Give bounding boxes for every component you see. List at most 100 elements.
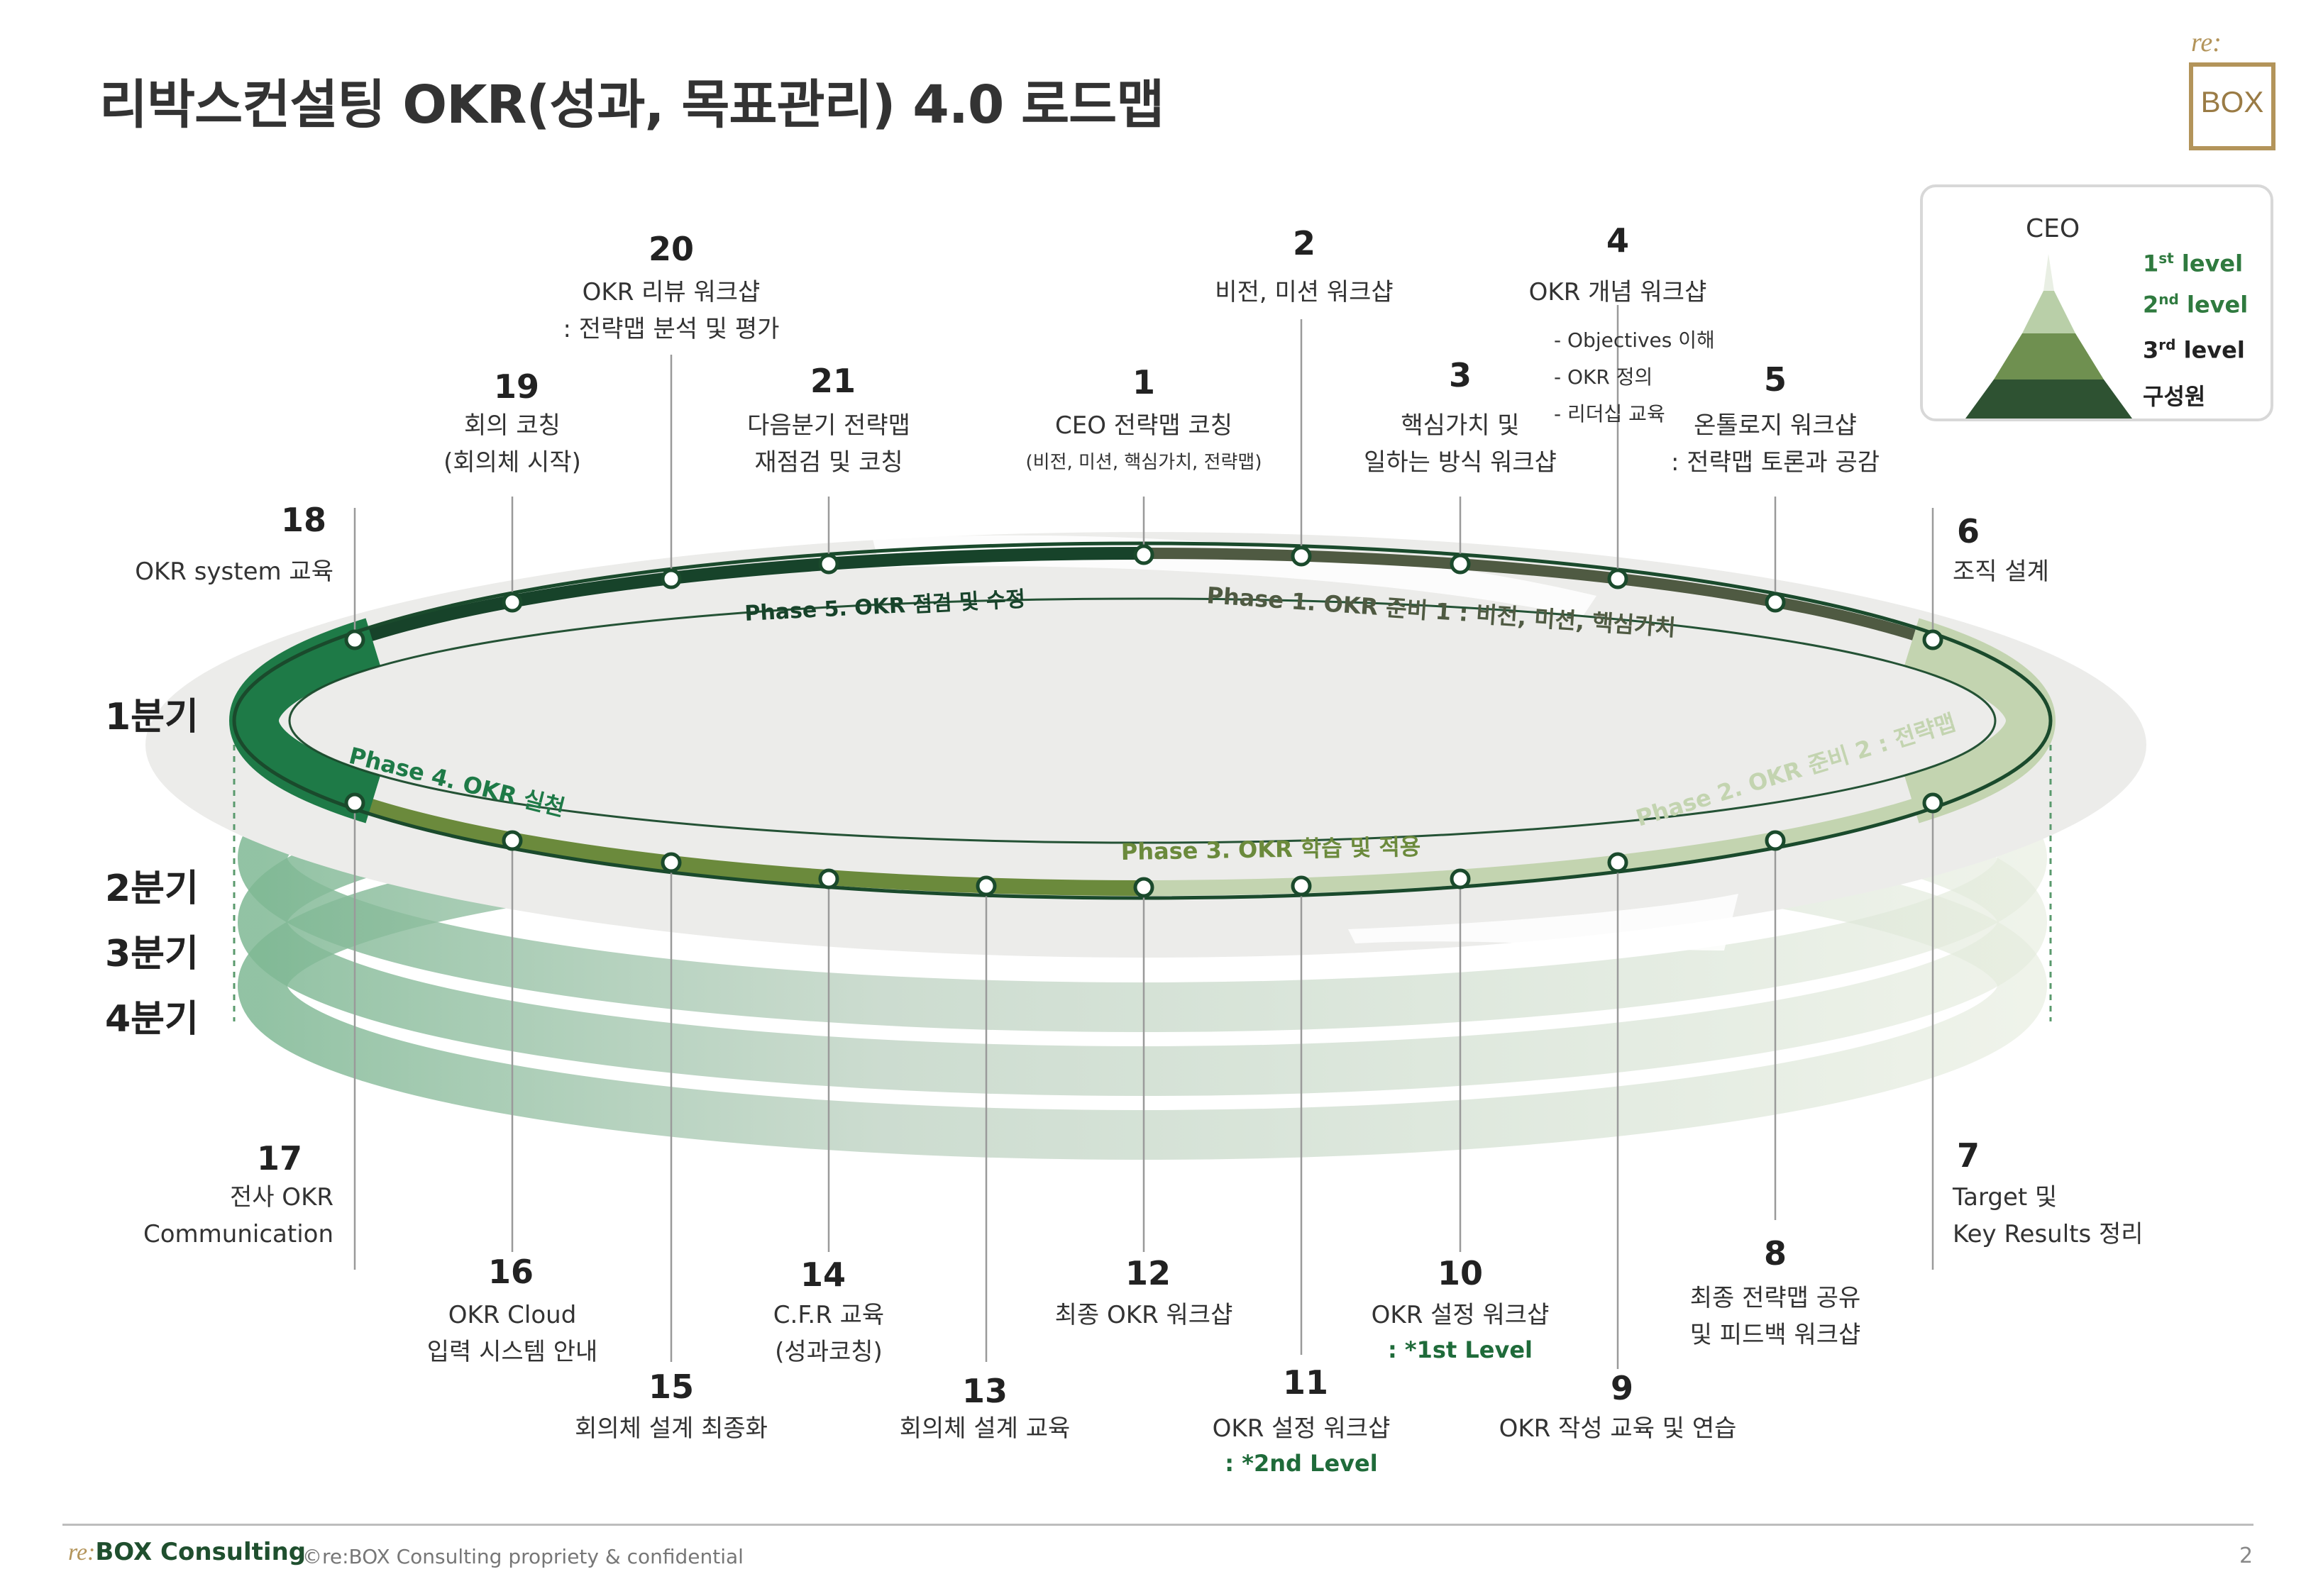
step-12-line: 최종 OKR 워크샵 [1054,1301,1233,1329]
main-ring-inner [288,597,1997,844]
phase4-crescent [229,618,381,824]
step-14-label: C.F.R 교육 (성과코칭) [773,1297,884,1370]
legend-level-sup: rd [2158,336,2176,353]
step-10-number: 10 [1437,1254,1484,1292]
legend-box [1920,184,2273,421]
legend-level-base: 3 [2143,336,2159,364]
step-4-subitem: - Objectives 이해 [1554,328,1715,352]
step-4-marker [1607,568,1628,589]
step-13-marker [976,875,997,897]
step-8-marker [1765,830,1786,851]
step-15-label: 회의체 설계 최종화 [575,1410,768,1447]
step-9-label: OKR 작성 교육 및 연습 [1499,1410,1737,1447]
step-16-marker [502,830,523,851]
step-7-number: 7 [1956,1136,1980,1175]
step-6-line: 조직 설계 [1953,558,2049,586]
step-5-label: 온톨로지 워크샵 : 전략맵 토론과 공감 [1671,407,1880,481]
legend-pyramid-tier-2 [2022,291,2075,333]
step-13-number: 13 [961,1372,1008,1410]
step-10-marker [1450,868,1471,890]
legend-level-sup: nd [2158,291,2179,308]
step-5-line: : 전략맵 토론과 공감 [1670,448,1880,477]
step-3-line: 일하는 방식 워크샵 [1364,448,1557,477]
step-10-label: OKR 설정 워크샵 [1372,1297,1550,1334]
logo-text: BOX [2200,85,2264,118]
step-2-line: 비전, 미션 워크샵 [1215,278,1394,306]
quarter-label-1: 1분기 [105,696,199,738]
step-20-line: OKR 리뷰 워크샵 [582,278,761,306]
step-18-line: OKR system 교육 [135,558,333,586]
step-9-number: 9 [1610,1369,1634,1407]
step-2-number: 2 [1292,224,1316,262]
step-14-number: 14 [800,1256,846,1294]
step-1-detail: (비전, 미션, 핵심가치, 전략맵) [1025,452,1262,473]
step-17-number: 17 [256,1139,303,1177]
step-1-line: CEO 전략맵 코칭 [1055,411,1232,440]
step-5-line: 온톨로지 워크샵 [1694,411,1857,440]
step-9-marker [1607,852,1628,873]
legend-level-rest: level [2173,250,2244,277]
step-19-label: 회의 코칭 (회의체 시작) [443,407,581,481]
step-21-number: 21 [810,362,856,400]
step-19-number: 19 [493,367,540,406]
step-8-number: 8 [1763,1234,1787,1273]
step-17-label: 전사 OKR Communication [143,1179,333,1253]
legend-level-rest: level [2175,336,2245,364]
step-11-line: OKR 설정 워크샵 [1212,1414,1391,1443]
step-15-line: 회의체 설계 최종화 [575,1414,768,1443]
logo-box: BOX [2189,62,2275,150]
step-9-line: OKR 작성 교육 및 연습 [1499,1414,1737,1443]
footer-divider [62,1524,2253,1526]
phase-label-3: Phase 3. OKR 학습 및 적용 [1120,833,1420,865]
step-16-line: OKR Cloud [448,1301,577,1329]
legend-level-4: 구성원 [2143,379,2205,411]
step-8-line: 최종 전략맵 공유 [1689,1284,1861,1312]
step-16-label: OKR Cloud 입력 시스템 안내 [427,1297,598,1370]
step-15-number: 15 [648,1368,695,1406]
step-3-line: 핵심가치 및 [1401,411,1520,440]
step-15-marker [661,852,682,873]
step-12-marker [1133,877,1154,898]
step-19-line: (회의체 시작) [443,448,581,477]
step-3-marker [1450,553,1471,575]
step-11-number: 11 [1282,1363,1329,1402]
step-5-number: 5 [1763,360,1787,399]
page-number: 2 [2239,1544,2253,1568]
step-6-marker [1922,629,1943,650]
step-11-level: : *2nd Level [1225,1450,1378,1477]
step-8-line: 및 피드백 워크샵 [1689,1321,1861,1349]
legend-pyramid-tier-1 [2043,254,2054,291]
step-4-subitem: - 리더십 교육 [1554,402,1665,426]
step-10-line: OKR 설정 워크샵 [1371,1301,1550,1329]
step-7-line: Target 및 [1953,1183,2058,1212]
legend-level-base: 2 [2143,291,2159,318]
step-13-label: 회의체 설계 교육 [900,1410,1071,1447]
step-21-label: 다음분기 전략맵 재점검 및 코칭 [747,407,910,481]
quarter-label-4: 4분기 [105,998,199,1041]
legend-level-base: 구성원 [2143,383,2206,410]
step-18-number: 18 [280,501,327,539]
legend-level-1: 1st level [2143,250,2243,277]
step-17-line: 전사 OKR [229,1183,333,1212]
step-4-label: OKR 개념 워크샵 [1529,274,1707,311]
footer-brand-name: BOX Consulting [95,1538,307,1566]
step-2-marker [1291,545,1312,567]
step-17-line: Communication [143,1220,333,1248]
step-17-marker [344,792,365,814]
step-1-marker [1133,544,1154,565]
step-1-number: 1 [1132,363,1156,401]
step-2-label: 비전, 미션 워크샵 [1215,274,1393,311]
step-16-number: 16 [487,1253,534,1291]
step-4-number: 4 [1606,221,1630,260]
step-14-line: C.F.R 교육 [773,1301,885,1329]
step-19-line: 회의 코칭 [464,411,561,440]
step-1-label: CEO 전략맵 코칭 (비전, 미션, 핵심가치, 전략맵) [1026,407,1262,481]
quarter-label-3: 3분기 [105,933,199,975]
step-12-label: 최종 OKR 워크샵 [1055,1297,1233,1334]
legend-level-2: 2nd level [2143,291,2248,318]
step-3-number: 3 [1448,356,1472,394]
